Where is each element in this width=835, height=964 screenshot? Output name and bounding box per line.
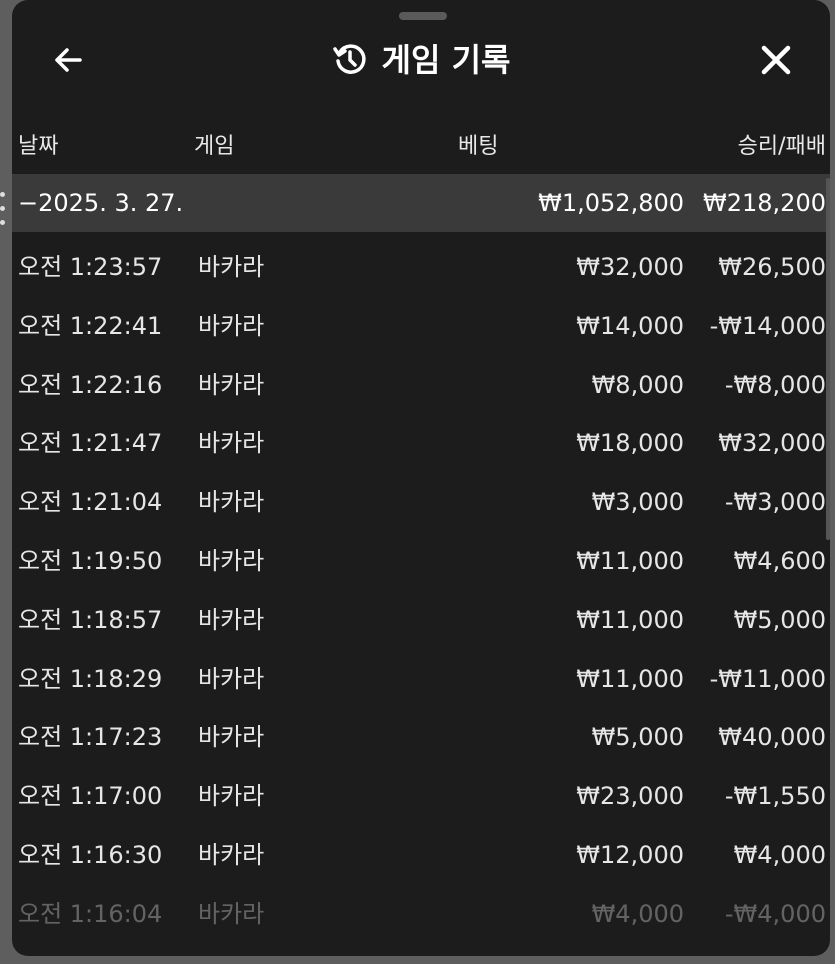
table-row[interactable]: 오전 1:17:00 바카라 ₩23,000 -₩1,550: [12, 767, 830, 825]
row-win-loss: -₩1,550: [724, 782, 826, 811]
row-time: 오전 1:18:29: [18, 664, 163, 693]
row-bet: ₩11,000: [576, 547, 684, 575]
row-win-loss: -₩3,000: [724, 488, 826, 517]
row-bet: ₩23,000: [576, 782, 684, 811]
table-row[interactable]: 오전 1:18:57 바카라 ₩11,000 ₩5,000: [12, 591, 830, 649]
sheet-drag-handle[interactable]: [399, 12, 447, 20]
row-bet: ₩4,000: [591, 899, 684, 928]
row-game: 바카라: [198, 605, 265, 634]
table-row[interactable]: 오전 1:22:41 바카라 ₩14,000 -₩14,000: [12, 297, 830, 355]
back-button[interactable]: [48, 40, 88, 80]
row-bet: ₩11,000: [576, 664, 684, 693]
column-win-loss[interactable]: 승리/패배: [737, 134, 826, 159]
row-time: 오전 1:16:04: [18, 899, 163, 928]
row-time: 오전 1:21:47: [18, 429, 163, 458]
row-game: 바카라: [198, 664, 265, 693]
row-time: 오전 1:19:50: [18, 547, 163, 575]
row-time: 오전 1:17:00: [18, 782, 163, 811]
row-win-loss: ₩4,000: [733, 841, 826, 869]
header: 게임 기록: [12, 34, 830, 86]
row-win-loss: ₩32,000: [718, 429, 826, 458]
row-win-loss: -₩4,000: [724, 899, 826, 928]
row-game: 바카라: [198, 429, 265, 458]
row-bet: ₩32,000: [576, 253, 684, 281]
row-game: 바카라: [198, 841, 265, 869]
row-bet: ₩11,000: [576, 605, 684, 634]
row-bet: ₩3,000: [591, 488, 684, 517]
row-game: 바카라: [198, 488, 265, 517]
row-game: 바카라: [198, 899, 265, 928]
scrollbar[interactable]: [826, 178, 830, 540]
row-time: 오전 1:22:41: [18, 311, 163, 340]
summary-win-loss: ₩218,200: [703, 189, 826, 217]
table-row[interactable]: 오전 1:18:29 바카라 ₩11,000 -₩11,000: [12, 650, 830, 708]
row-game: 바카라: [198, 723, 265, 752]
close-icon: [761, 45, 791, 75]
row-win-loss: -₩11,000: [709, 664, 826, 693]
row-win-loss: ₩5,000: [733, 605, 826, 634]
row-bet: ₩14,000: [576, 311, 684, 340]
row-win-loss: ₩26,500: [718, 253, 826, 281]
row-game: 바카라: [198, 782, 265, 811]
column-game[interactable]: 게임: [194, 134, 235, 159]
table-row[interactable]: 오전 1:22:16 바카라 ₩8,000 -₩8,000: [12, 356, 830, 414]
column-headers: 날짜 게임 베팅 승리/패배: [12, 128, 830, 162]
summary-bet: ₩1,052,800: [538, 189, 684, 217]
table-row[interactable]: 오전 1:19:50 바카라 ₩11,000 ₩4,600: [12, 532, 830, 590]
row-win-loss: ₩40,000: [718, 723, 826, 752]
table-row[interactable]: 오전 1:21:47 바카라 ₩18,000 ₩32,000: [12, 414, 830, 472]
row-time: 오전 1:17:23: [18, 723, 163, 752]
row-time: 오전 1:22:16: [18, 370, 163, 399]
table-row[interactable]: 오전 1:16:30 바카라 ₩12,000 ₩4,000: [12, 826, 830, 884]
arrow-left-icon: [55, 48, 82, 72]
row-game: 바카라: [198, 370, 265, 399]
summary-date: −2025. 3. 27.: [18, 189, 184, 217]
close-button[interactable]: [756, 40, 796, 80]
table-row[interactable]: 오전 1:16:04 바카라 ₩4,000 -₩4,000: [12, 885, 830, 943]
row-bet: ₩12,000: [576, 841, 684, 869]
date-group-summary[interactable]: −2025. 3. 27. ₩1,052,800 ₩218,200: [12, 174, 830, 232]
row-bet: ₩18,000: [576, 429, 684, 458]
row-game: 바카라: [198, 547, 265, 575]
game-history-panel: 게임 기록 날짜 게임 베팅 승리/패배 −2025. 3. 27. ₩1,05…: [12, 0, 830, 956]
row-game: 바카라: [198, 311, 265, 340]
row-game: 바카라: [198, 253, 265, 281]
row-win-loss: -₩8,000: [724, 370, 826, 399]
table-row[interactable]: 오전 1:21:04 바카라 ₩3,000 -₩3,000: [12, 473, 830, 531]
history-icon: [332, 44, 366, 74]
page-title: 게임 기록: [12, 40, 830, 80]
row-bet: ₩8,000: [591, 370, 684, 399]
row-win-loss: ₩4,600: [733, 547, 826, 575]
column-bet[interactable]: 베팅: [458, 134, 499, 159]
row-win-loss: -₩14,000: [709, 311, 826, 340]
row-time: 오전 1:21:04: [18, 488, 163, 517]
row-time: 오전 1:16:30: [18, 841, 163, 869]
table-row[interactable]: 오전 1:17:23 바카라 ₩5,000 ₩40,000: [12, 708, 830, 766]
table-row[interactable]: 오전 1:23:57 바카라 ₩32,000 ₩26,500: [12, 238, 830, 296]
drag-handle-dots[interactable]: [0, 192, 6, 234]
row-time: 오전 1:18:57: [18, 605, 163, 634]
column-date[interactable]: 날짜: [18, 134, 59, 159]
row-bet: ₩5,000: [591, 723, 684, 752]
row-time: 오전 1:23:57: [18, 253, 163, 281]
title-text: 게임 기록: [381, 41, 511, 79]
